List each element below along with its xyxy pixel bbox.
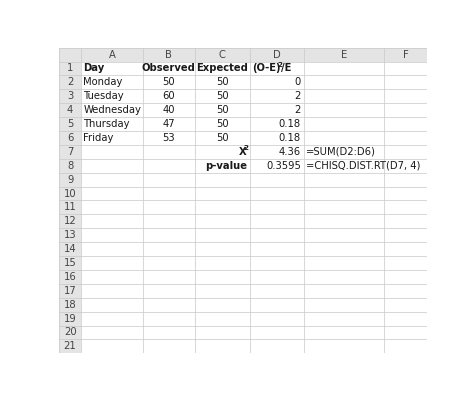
Text: Tuesday: Tuesday xyxy=(83,91,124,101)
Bar xyxy=(59,187,81,200)
Text: 50: 50 xyxy=(216,77,228,87)
Text: =CHISQ.DIST.RT(D7, 4): =CHISQ.DIST.RT(D7, 4) xyxy=(306,161,420,171)
Text: 4.36: 4.36 xyxy=(279,147,301,157)
Text: 4: 4 xyxy=(67,105,73,115)
Bar xyxy=(59,326,81,339)
Bar xyxy=(59,75,81,89)
Text: Wednesday: Wednesday xyxy=(83,105,141,115)
Text: Observed: Observed xyxy=(142,64,196,73)
Text: 12: 12 xyxy=(64,216,76,226)
Bar xyxy=(59,214,81,228)
Text: 15: 15 xyxy=(64,258,76,268)
Text: 2: 2 xyxy=(295,91,301,101)
Text: 6: 6 xyxy=(67,133,73,143)
Text: 47: 47 xyxy=(163,119,175,129)
Bar xyxy=(59,312,81,326)
Text: 19: 19 xyxy=(64,314,76,324)
Text: 5: 5 xyxy=(67,119,73,129)
Text: Day: Day xyxy=(83,64,105,73)
Text: 14: 14 xyxy=(64,244,76,254)
Bar xyxy=(59,200,81,214)
Bar xyxy=(59,145,81,159)
Text: Monday: Monday xyxy=(83,77,123,87)
Text: 2: 2 xyxy=(67,77,73,87)
Text: /E: /E xyxy=(282,64,292,73)
Text: 9: 9 xyxy=(67,175,73,185)
Text: 2: 2 xyxy=(295,105,301,115)
Text: X: X xyxy=(239,147,246,157)
Bar xyxy=(59,228,81,242)
Bar xyxy=(59,48,427,62)
Text: Thursday: Thursday xyxy=(83,119,130,129)
Text: 20: 20 xyxy=(64,328,76,337)
Text: 40: 40 xyxy=(163,105,175,115)
Bar xyxy=(59,298,81,312)
Text: 53: 53 xyxy=(163,133,175,143)
Text: 60: 60 xyxy=(163,91,175,101)
Bar xyxy=(59,159,81,173)
Text: 50: 50 xyxy=(216,119,228,129)
Bar xyxy=(59,103,81,117)
Text: 0: 0 xyxy=(295,77,301,87)
Text: B: B xyxy=(165,50,173,60)
Text: (O-E): (O-E) xyxy=(252,64,281,73)
Text: 50: 50 xyxy=(163,77,175,87)
Bar xyxy=(59,62,81,75)
Text: 0.18: 0.18 xyxy=(279,119,301,129)
Text: 50: 50 xyxy=(216,105,228,115)
Text: Friday: Friday xyxy=(83,133,114,143)
Bar xyxy=(59,117,81,131)
Text: 17: 17 xyxy=(64,286,76,296)
Bar xyxy=(59,339,81,353)
Text: 10: 10 xyxy=(64,189,76,198)
Bar xyxy=(59,242,81,256)
Text: 11: 11 xyxy=(64,202,76,212)
Text: A: A xyxy=(109,50,115,60)
Bar xyxy=(59,256,81,270)
Text: 50: 50 xyxy=(216,91,228,101)
Text: 7: 7 xyxy=(67,147,73,157)
Text: 3: 3 xyxy=(67,91,73,101)
Text: =SUM(D2:D6): =SUM(D2:D6) xyxy=(306,147,376,157)
Bar xyxy=(59,48,81,62)
Bar xyxy=(59,270,81,284)
Text: 0.3595: 0.3595 xyxy=(266,161,301,171)
Text: 13: 13 xyxy=(64,230,76,240)
Text: D: D xyxy=(273,50,281,60)
Text: 1: 1 xyxy=(67,64,73,73)
Bar xyxy=(59,89,81,103)
Text: 16: 16 xyxy=(64,272,76,282)
Text: C: C xyxy=(219,50,226,60)
Text: p-value: p-value xyxy=(205,161,247,171)
Text: E: E xyxy=(341,50,347,60)
Text: 8: 8 xyxy=(67,161,73,171)
Text: Expected: Expected xyxy=(196,64,248,73)
Text: 21: 21 xyxy=(64,341,76,351)
Text: 0.18: 0.18 xyxy=(279,133,301,143)
Text: 18: 18 xyxy=(64,300,76,310)
Bar xyxy=(59,173,81,187)
Text: 2: 2 xyxy=(277,62,282,67)
Bar xyxy=(59,284,81,298)
Bar xyxy=(59,131,81,145)
Text: 50: 50 xyxy=(216,133,228,143)
Text: F: F xyxy=(402,50,409,60)
Text: 2: 2 xyxy=(243,145,248,151)
